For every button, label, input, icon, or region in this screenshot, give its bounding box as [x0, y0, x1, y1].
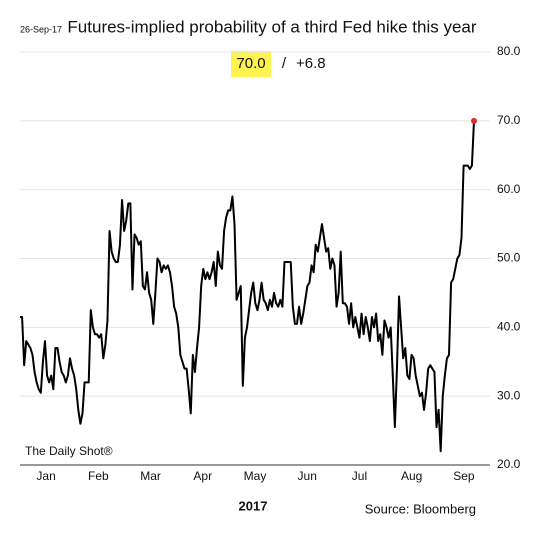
change-value: +6.8	[296, 55, 326, 72]
y-tick-label: 40.0	[497, 320, 521, 334]
last-point	[471, 117, 477, 124]
x-tick-label: Jul	[352, 469, 367, 483]
y-tick-label: 50.0	[497, 251, 521, 265]
y-tick-label: 60.0	[497, 182, 521, 196]
x-tick-label: Jan	[36, 469, 55, 483]
latest-highlight	[231, 51, 271, 77]
chart-title: Futures-implied probability of a third F…	[67, 17, 476, 36]
x-tick-label: Feb	[88, 469, 109, 483]
line-series	[20, 120, 475, 453]
y-tick-label: 30.0	[497, 388, 521, 402]
y-tick-label: 80.0	[497, 44, 521, 58]
x-tick-label: Jun	[298, 469, 317, 483]
x-axis-title: 2017	[239, 498, 268, 513]
x-tick-label: Mar	[140, 469, 161, 483]
date-label: 26-Sep-17	[20, 24, 62, 34]
separator: /	[282, 55, 287, 72]
x-tick-label: Aug	[401, 469, 422, 483]
y-tick-label: 70.0	[497, 113, 521, 127]
x-tick-label: May	[244, 469, 267, 483]
latest-value: 70.0	[236, 55, 265, 72]
y-tick-label: 20.0	[497, 457, 521, 471]
x-tick-label: Sep	[453, 469, 475, 483]
x-tick-label: Apr	[193, 469, 212, 483]
watermark: The Daily Shot®	[25, 444, 113, 458]
source: Source: Bloomberg	[365, 501, 476, 516]
